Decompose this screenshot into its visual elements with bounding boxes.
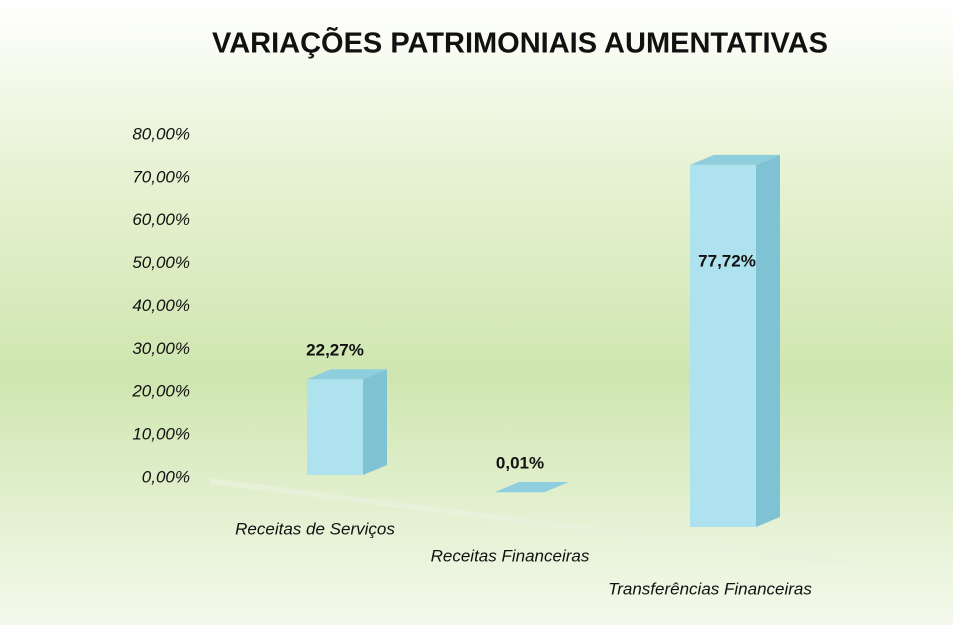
x-tick-label: Receitas Financeiras [431,546,590,565]
bar-side [756,154,780,527]
data-label: 0,01% [496,453,544,472]
y-tick-label: 70,00% [132,167,190,186]
bar [495,491,545,493]
y-tick-label: 80,00% [132,124,190,143]
y-tick-label: 0,00% [142,467,190,486]
y-tick-label: 30,00% [132,339,190,358]
bar-side [363,369,387,475]
y-tick-label: 60,00% [132,210,190,229]
bar [307,379,363,475]
y-tick-label: 40,00% [132,296,190,315]
chart-title: VARIAÇÕES PATRIMONIAIS AUMENTATIVAS [212,26,828,60]
data-label: 77,72% [698,251,756,270]
x-tick-label: Receitas de Serviços [235,519,395,538]
y-tick-label: 10,00% [132,425,190,444]
y-tick-label: 20,00% [131,382,190,401]
x-tick-label: Transferências Financeiras [608,579,812,598]
bar-top [690,154,780,165]
data-label: 22,27% [306,341,364,360]
bar-top [307,369,387,380]
bar-side [545,481,569,492]
bar [690,164,756,527]
y-tick-label: 50,00% [132,253,190,272]
bar-top [495,481,569,492]
floor [210,478,850,566]
